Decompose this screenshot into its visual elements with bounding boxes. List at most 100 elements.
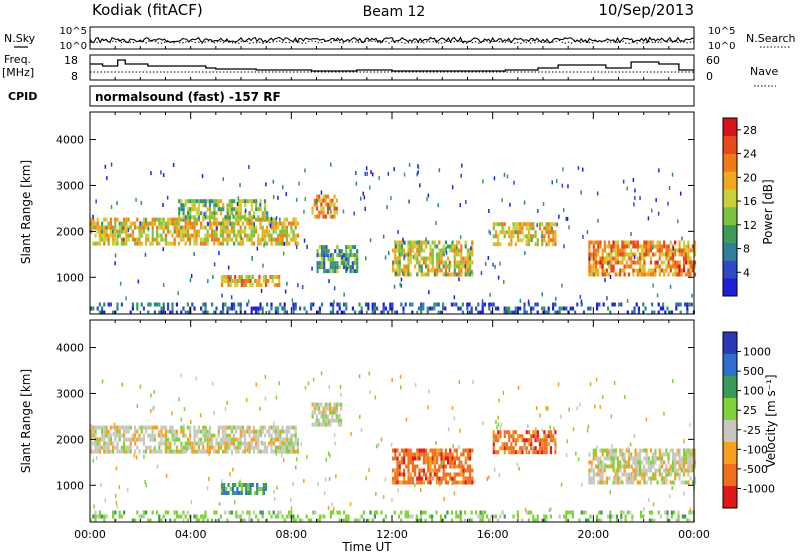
echo-cell [649,272,653,277]
echo-cell [318,194,321,199]
echo-cell [599,264,602,269]
echo-cell [398,514,401,519]
echo-cell [440,456,443,461]
echo-cell [206,233,209,238]
echo-cell [204,225,207,230]
echo-cell [272,441,275,446]
echo-cell [588,472,591,477]
echo-cell [523,306,526,311]
echo-cell [588,248,591,253]
echo-cell [371,302,374,307]
echo-cell [292,217,295,222]
echo-cell [190,274,193,279]
echo-cell [140,425,143,430]
echo-cell [98,310,101,315]
echo-cell [691,480,694,485]
echo-cell [197,199,201,204]
echo-cell [323,269,326,274]
echo-cell [601,476,604,481]
echo-cell [431,448,434,453]
echo-cell [290,441,293,446]
echo-cell [328,279,330,284]
echo-cell [274,429,277,434]
echo-cell [451,244,454,249]
echo-cell [660,456,664,461]
echo-cell [257,433,260,438]
echo-cell [233,225,236,230]
echo-cell [554,450,557,455]
echo-cell [223,487,226,491]
echo-cell [687,452,690,457]
echo-cell [200,429,203,434]
echo-cell [494,306,497,311]
echo-cell [261,217,264,222]
echo-cell [283,229,286,234]
echo-cell [571,306,574,311]
echo-cell [101,225,104,230]
echo-cell [180,514,183,519]
echo-cell [138,433,141,438]
echo-cell [654,472,657,477]
echo-cell [688,510,691,515]
echo-cell [252,510,255,515]
echo-cell [454,269,456,274]
echo-cell [282,185,284,190]
echo-cell [640,514,643,519]
echo-cell [292,482,294,487]
y-tick-label: 4000 [56,134,84,147]
echo-cell [636,472,639,477]
echo-cell [228,445,231,450]
echo-cell [202,518,205,523]
echo-cell [318,518,321,523]
echo-cell [590,468,593,473]
echo-cell [270,514,273,519]
echo-cell [219,425,222,430]
echo-cell [233,302,236,307]
echo-cell [329,257,332,262]
echo-cell [431,456,434,461]
echo-cell [331,214,334,219]
echo-cell [466,306,469,311]
echo-cell [616,244,620,249]
echo-cell [634,244,637,249]
echo-cell [660,472,664,477]
echo-cell [259,425,262,430]
echo-cell [272,179,275,184]
echo-cell [204,199,207,204]
x-tick-label: 12:00 [376,528,408,541]
echo-cell [547,310,550,315]
echo-cell [560,482,563,487]
echo-cell [263,199,267,204]
echo-cell [316,518,319,523]
echo-cell [153,437,156,442]
echo-cell [239,203,242,208]
echo-cell [462,448,465,453]
echo-cell [221,293,223,298]
echo-cell [654,268,657,273]
echo-cell [288,221,291,226]
echo-cell [120,229,123,234]
echo-cell [687,460,690,465]
echo-cell [226,233,229,238]
freq-label: Freq. [4,53,31,66]
echo-cell [395,244,397,249]
echo-cell [264,483,268,487]
echo-cell [142,441,145,446]
echo-cell [349,245,352,250]
echo-cell [189,237,192,242]
echo-cell [630,248,633,253]
echo-cell [416,464,419,469]
x-tick-label: 00:00 [74,528,106,541]
echo-cell [315,202,319,207]
echo-cell [396,476,399,481]
echo-cell [536,434,539,439]
echo-cell [144,252,147,257]
echo-cell [453,256,456,261]
echo-cell [610,448,613,453]
echo-cell [663,252,666,257]
echo-cell [405,268,408,273]
echo-cell [315,422,319,427]
echo-cell [142,221,145,226]
echo-cell [514,226,517,231]
echo-cell [460,472,463,477]
